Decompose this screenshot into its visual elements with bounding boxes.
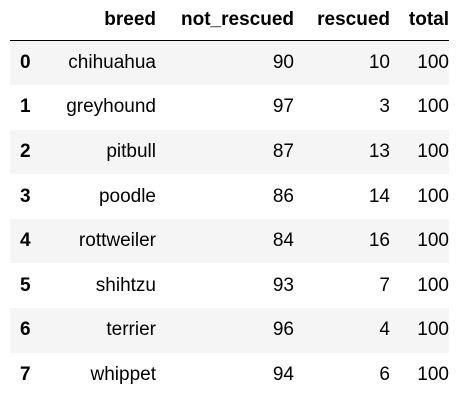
cell-rescued: 3 [379, 96, 390, 118]
cell-breed: terrier [106, 319, 156, 341]
header-breed: breed [52, 0, 156, 41]
cell-rescued: 7 [379, 274, 390, 296]
cell-total: 100 [417, 140, 449, 162]
row-index: 6 [20, 319, 31, 341]
cell-total: 100 [417, 96, 449, 118]
cell-breed: whippet [90, 363, 157, 385]
cell-not-rescued: 97 [272, 96, 294, 118]
cell-not-rescued: 93 [272, 274, 294, 296]
header-row: breed not_rescued rescued total [10, 0, 449, 41]
cell-not-rescued: 87 [272, 140, 294, 162]
cell-not-rescued: 86 [272, 185, 294, 207]
cell-rescued: 10 [368, 52, 390, 74]
cell-rescued: 4 [379, 319, 390, 341]
cell-total: 100 [417, 230, 449, 252]
cell-breed: greyhound [66, 96, 156, 118]
row-index: 2 [20, 140, 31, 162]
table-row: 0 chihuahua 90 10 100 [10, 40, 449, 86]
cell-rescued: 6 [379, 363, 390, 385]
cell-breed: shihtzu [95, 274, 156, 296]
table-header: breed not_rescued rescued total [10, 0, 449, 41]
cell-breed: rottweiler [78, 230, 156, 252]
row-index: 0 [20, 52, 31, 74]
cell-not-rescued: 94 [272, 363, 294, 385]
row-index: 3 [20, 185, 31, 207]
table-row: 5 shihtzu 93 7 100 [10, 263, 449, 308]
row-index: 1 [20, 96, 31, 118]
cell-rescued: 16 [368, 230, 390, 252]
cell-breed: chihuahua [68, 52, 156, 74]
cell-total: 100 [417, 185, 449, 207]
row-index: 5 [20, 274, 31, 296]
cell-breed: pitbull [106, 140, 156, 162]
row-index: 7 [20, 363, 31, 385]
cell-rescued: 13 [368, 140, 390, 162]
cell-rescued: 14 [368, 185, 390, 207]
cell-not-rescued: 96 [272, 319, 294, 341]
cell-not-rescued: 84 [272, 230, 294, 252]
cell-not-rescued: 90 [272, 52, 294, 74]
cell-total: 100 [417, 52, 449, 74]
cell-total: 100 [417, 319, 449, 341]
table-row: 7 whippet 94 6 100 [10, 353, 449, 398]
header-rescued: rescued [294, 0, 390, 41]
table-body: 0 chihuahua 90 10 100 1 greyhound 97 3 1… [10, 40, 449, 398]
table-row: 6 terrier 96 4 100 [10, 308, 449, 353]
row-index: 4 [20, 230, 31, 252]
header-total: total [390, 0, 449, 41]
table-row: 2 pitbull 87 13 100 [10, 129, 449, 175]
table-row: 1 greyhound 97 3 100 [10, 85, 449, 130]
header-not-rescued: not_rescued [156, 0, 294, 41]
table-row: 4 rottweiler 84 16 100 [10, 218, 449, 264]
table-row: 3 poodle 86 14 100 [10, 174, 449, 219]
header-index [10, 0, 52, 41]
cell-breed: poodle [98, 185, 156, 207]
cell-total: 100 [417, 274, 449, 296]
dataframe-table: breed not_rescued rescued total 0 chihua… [10, 0, 449, 397]
cell-total: 100 [417, 363, 449, 385]
